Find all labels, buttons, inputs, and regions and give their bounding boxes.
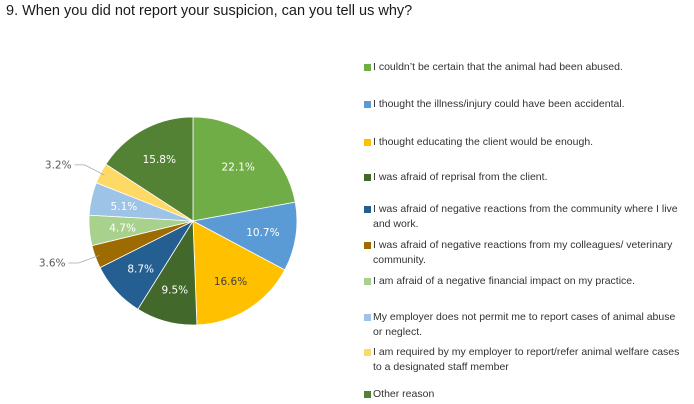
legend-item: I thought educating the client would be … bbox=[364, 135, 684, 150]
legend-item: I was afraid of negative reactions from … bbox=[364, 202, 684, 232]
pie-label-i-thought-educating-the-client-would-be-: 16.6% bbox=[214, 276, 247, 288]
legend-label: I thought educating the client would be … bbox=[373, 136, 594, 148]
legend-swatch bbox=[364, 174, 371, 181]
pie-label-i-was-afraid-of-negative-reactions-from-: 3.6% bbox=[39, 258, 66, 270]
legend-item: I thought the illness/injury could have … bbox=[364, 97, 684, 112]
pie-label-i-am-required-by-my-employer-to-report-r: 3.2% bbox=[45, 159, 72, 171]
pie-label-i-was-afraid-of-negative-reactions-from-: 8.7% bbox=[127, 264, 154, 276]
pie-label-i-am-afraid-of-a-negative-financial-impa: 4.7% bbox=[109, 222, 136, 234]
legend-label: I am afraid of a negative financial impa… bbox=[373, 275, 636, 287]
pie-slice-other-reason bbox=[105, 116, 194, 222]
legend-swatch bbox=[364, 206, 371, 213]
legend-swatch bbox=[364, 64, 371, 71]
pie-label-i-couldn-t-be-certain-that-the-animal-ha: 22.1% bbox=[222, 162, 255, 174]
legend-item: My employer does not permit me to report… bbox=[364, 310, 684, 340]
legend-item: I was afraid of negative reactions from … bbox=[364, 238, 684, 268]
legend-swatch bbox=[364, 101, 371, 108]
legend-swatch bbox=[364, 314, 371, 321]
pie-leader-line-i-was-afraid-of-negative-reactions-from- bbox=[68, 255, 100, 264]
legend-label: My employer does not permit me to report… bbox=[373, 311, 676, 338]
pie-label-other-reason: 15.8% bbox=[143, 154, 176, 166]
legend-item: I am required by my employer to report/r… bbox=[364, 345, 684, 375]
pie-slice-i-thought-educating-the-client-would-be- bbox=[192, 220, 286, 326]
legend-label: Other reason bbox=[373, 388, 435, 400]
legend-swatch bbox=[364, 139, 371, 146]
legend-item: I am afraid of a negative financial impa… bbox=[364, 274, 684, 289]
legend-label: I am required by my employer to report/r… bbox=[373, 346, 680, 373]
legend-label: I was afraid of negative reactions from … bbox=[373, 239, 673, 266]
pie-label-i-thought-the-illness-injury-could-have-: 10.7% bbox=[246, 227, 279, 239]
legend-item: I couldn’t be certain that the animal ha… bbox=[364, 60, 684, 75]
question-title: 9. When you did not report your suspicio… bbox=[6, 3, 413, 19]
pie-leader-line-i-am-required-by-my-employer-to-report-r bbox=[74, 164, 105, 176]
legend-swatch bbox=[364, 242, 371, 249]
legend-label: I couldn’t be certain that the animal ha… bbox=[373, 61, 623, 73]
legend-swatch bbox=[364, 349, 371, 356]
legend-item: I was afraid of reprisal from the client… bbox=[364, 170, 684, 185]
legend-swatch bbox=[364, 391, 371, 398]
pie-slice-i-couldn-t-be-certain-that-the-animal-ha bbox=[192, 116, 296, 222]
pie-label-i-was-afraid-of-reprisal-from-the-client: 9.5% bbox=[161, 284, 188, 296]
legend-label: I was afraid of reprisal from the client… bbox=[373, 171, 548, 183]
legend-swatch bbox=[364, 278, 371, 285]
legend-label: I thought the illness/injury could have … bbox=[373, 98, 625, 110]
legend-label: I was afraid of negative reactions from … bbox=[373, 203, 678, 230]
legend-item: Other reason bbox=[364, 387, 684, 402]
pie-slice-i-thought-the-illness-injury-could-have- bbox=[191, 201, 298, 271]
pie-label-my-employer-does-not-permit-me-to-report: 5.1% bbox=[111, 201, 138, 213]
